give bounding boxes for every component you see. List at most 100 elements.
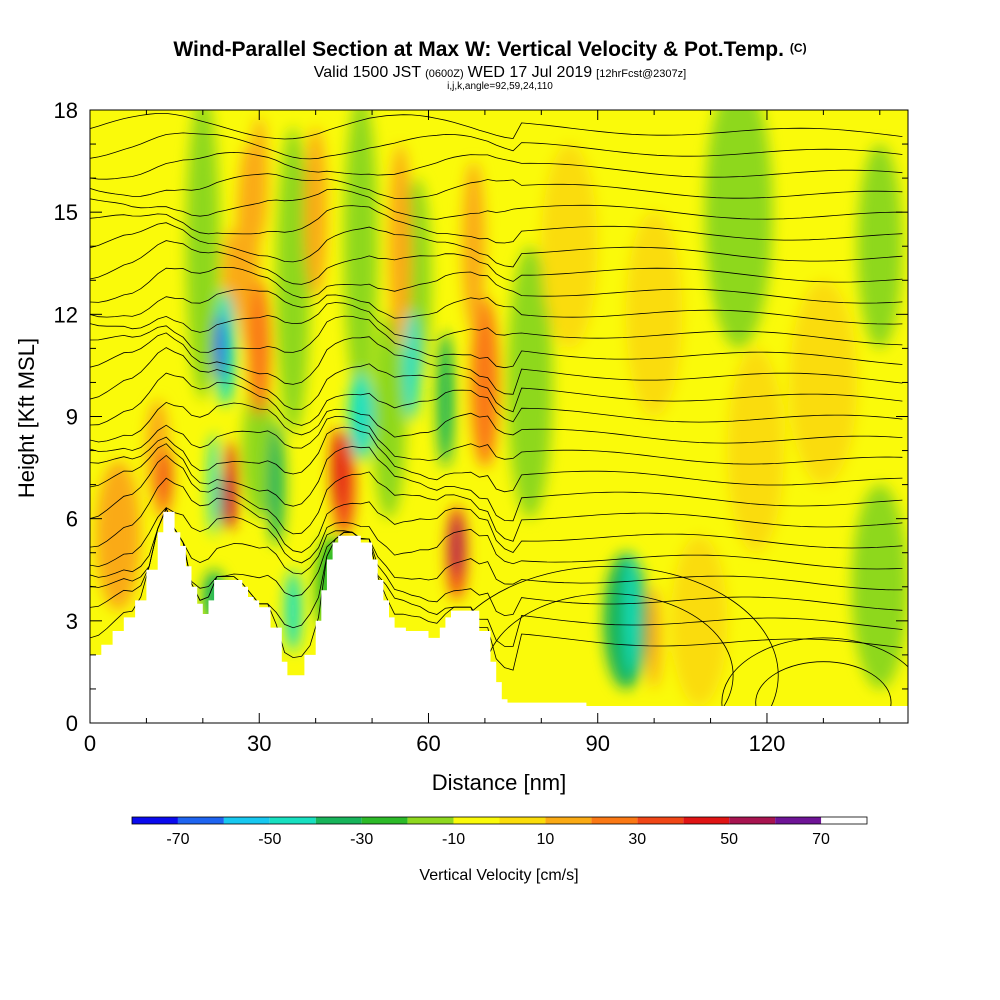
chart-subtitle: Valid 1500 JST (0600Z) WED 17 Jul 2019 [12h… <box>314 64 686 81</box>
colorbar-tick-label: 50 <box>720 831 738 848</box>
isentrope-line <box>90 132 903 160</box>
colorbar-swatch <box>269 817 316 824</box>
isentrope-line <box>90 151 903 180</box>
isentrope-line <box>90 415 903 465</box>
y-tick-label: 18 <box>54 98 78 123</box>
colorbar-swatch <box>407 817 454 824</box>
colorbar-tick-label: 10 <box>537 831 555 848</box>
y-axis-label: Height [Kft MSL] <box>14 338 39 498</box>
y-tick-label: 12 <box>54 302 78 327</box>
velocity-cell <box>185 110 220 400</box>
colorbar-swatch <box>499 817 546 824</box>
isentrope-loop <box>755 661 892 723</box>
y-tick-label: 0 <box>66 711 78 736</box>
velocity-cell <box>208 433 220 536</box>
x-tick-label: 30 <box>247 731 271 756</box>
velocity-cell <box>436 331 454 468</box>
colorbar-swatch <box>132 817 178 824</box>
velocity-cell <box>95 460 141 611</box>
velocity-cell <box>160 447 172 502</box>
colorbar-swatch <box>591 817 638 824</box>
colorbar-tick-label: -10 <box>442 831 465 848</box>
isentrope-line <box>90 401 903 444</box>
colorbar-swatch <box>177 817 224 824</box>
colorbar-tick-label: -50 <box>258 831 281 848</box>
colorbar-swatch <box>683 817 730 824</box>
colorbar: -70 -50 -30 -10 10 30 50 70 <box>131 816 868 848</box>
isentrope-line <box>90 443 903 522</box>
isentrope-line <box>90 507 903 647</box>
velocity-cell <box>647 586 661 689</box>
isentrope-line <box>90 507 903 617</box>
isentrope-line <box>90 188 903 220</box>
colorbar-swatch <box>729 817 776 824</box>
isentrope-contours <box>90 113 908 723</box>
isentrope-line <box>90 266 903 304</box>
velocity-cell <box>343 110 378 400</box>
colorbar-swatch <box>637 817 684 824</box>
plot-area <box>90 110 908 723</box>
colorbar-frame <box>131 816 868 825</box>
isentrope-line <box>90 372 903 426</box>
colorbar-swatch <box>453 817 500 824</box>
isentrope-line <box>90 507 903 570</box>
isentrope-line <box>90 302 903 346</box>
isentrope-line <box>90 507 903 591</box>
x-tick-label: 90 <box>585 731 609 756</box>
terrain <box>90 511 908 723</box>
isentrope-line <box>90 477 903 553</box>
y-tick-label: 6 <box>66 507 78 532</box>
velocity-cell <box>470 297 499 468</box>
velocity-cell <box>220 474 230 529</box>
colorbar-swatch <box>545 817 592 824</box>
x-axis-label: Distance [nm] <box>432 770 567 795</box>
colorbar-swatch <box>315 817 362 824</box>
velocity-cell <box>285 569 301 652</box>
colorbar-swatch <box>223 817 270 824</box>
x-tick-label: 60 <box>416 731 440 756</box>
x-tick-label: 120 <box>749 731 786 756</box>
colorbar-tick-label: 70 <box>812 831 830 848</box>
y-tick-label: 9 <box>66 405 78 430</box>
isentrope-line <box>90 347 903 413</box>
colorbar-tick-label: -70 <box>166 831 189 848</box>
y-tick-label: 15 <box>54 200 78 225</box>
chart-subtitle-indices: i,j,k,angle=92,59,24,110 <box>447 81 553 92</box>
velocity-cell <box>267 423 285 546</box>
velocity-cell <box>372 314 406 519</box>
velocity-cell <box>625 212 683 417</box>
velocity-cell <box>727 348 784 553</box>
colorbar-tick-label: -30 <box>350 831 373 848</box>
isentrope-line <box>90 289 903 325</box>
velocity-cell <box>388 144 412 349</box>
isentrope-line <box>90 454 903 542</box>
velocity-cell <box>704 110 773 349</box>
velocity-cell <box>304 127 327 298</box>
isentrope-line <box>90 426 903 493</box>
isentrope-loop <box>721 637 908 723</box>
velocity-cell <box>541 144 598 349</box>
colorbar-swatch <box>775 817 822 824</box>
isentrope-line <box>90 332 903 395</box>
colorbar-tick-label: 30 <box>628 831 646 848</box>
terrain-layer <box>90 511 908 723</box>
y-tick-label: 3 <box>66 609 78 634</box>
chart-title: Wind-Parallel Section at Max W: Vertical… <box>173 38 806 61</box>
x-tick-label: 0 <box>84 731 96 756</box>
isentrope-line <box>90 205 903 244</box>
velocity-cell <box>851 484 908 689</box>
velocity-cell <box>671 535 728 706</box>
velocity-cell <box>451 515 463 577</box>
isentrope-line <box>90 240 903 285</box>
velocity-cell <box>462 161 485 332</box>
colorbar-swatch <box>361 817 408 824</box>
axes: 0 30 60 90 120 0 3 6 9 12 15 18 <box>54 98 908 756</box>
velocity-cell <box>276 127 311 434</box>
isentrope-line <box>90 113 903 140</box>
isentrope-line <box>90 173 903 199</box>
velocity-cell <box>625 552 638 676</box>
colorbar-label: Vertical Velocity [cm/s] <box>419 867 578 884</box>
velocity-cell <box>789 280 858 485</box>
velocity-cell <box>331 426 345 509</box>
